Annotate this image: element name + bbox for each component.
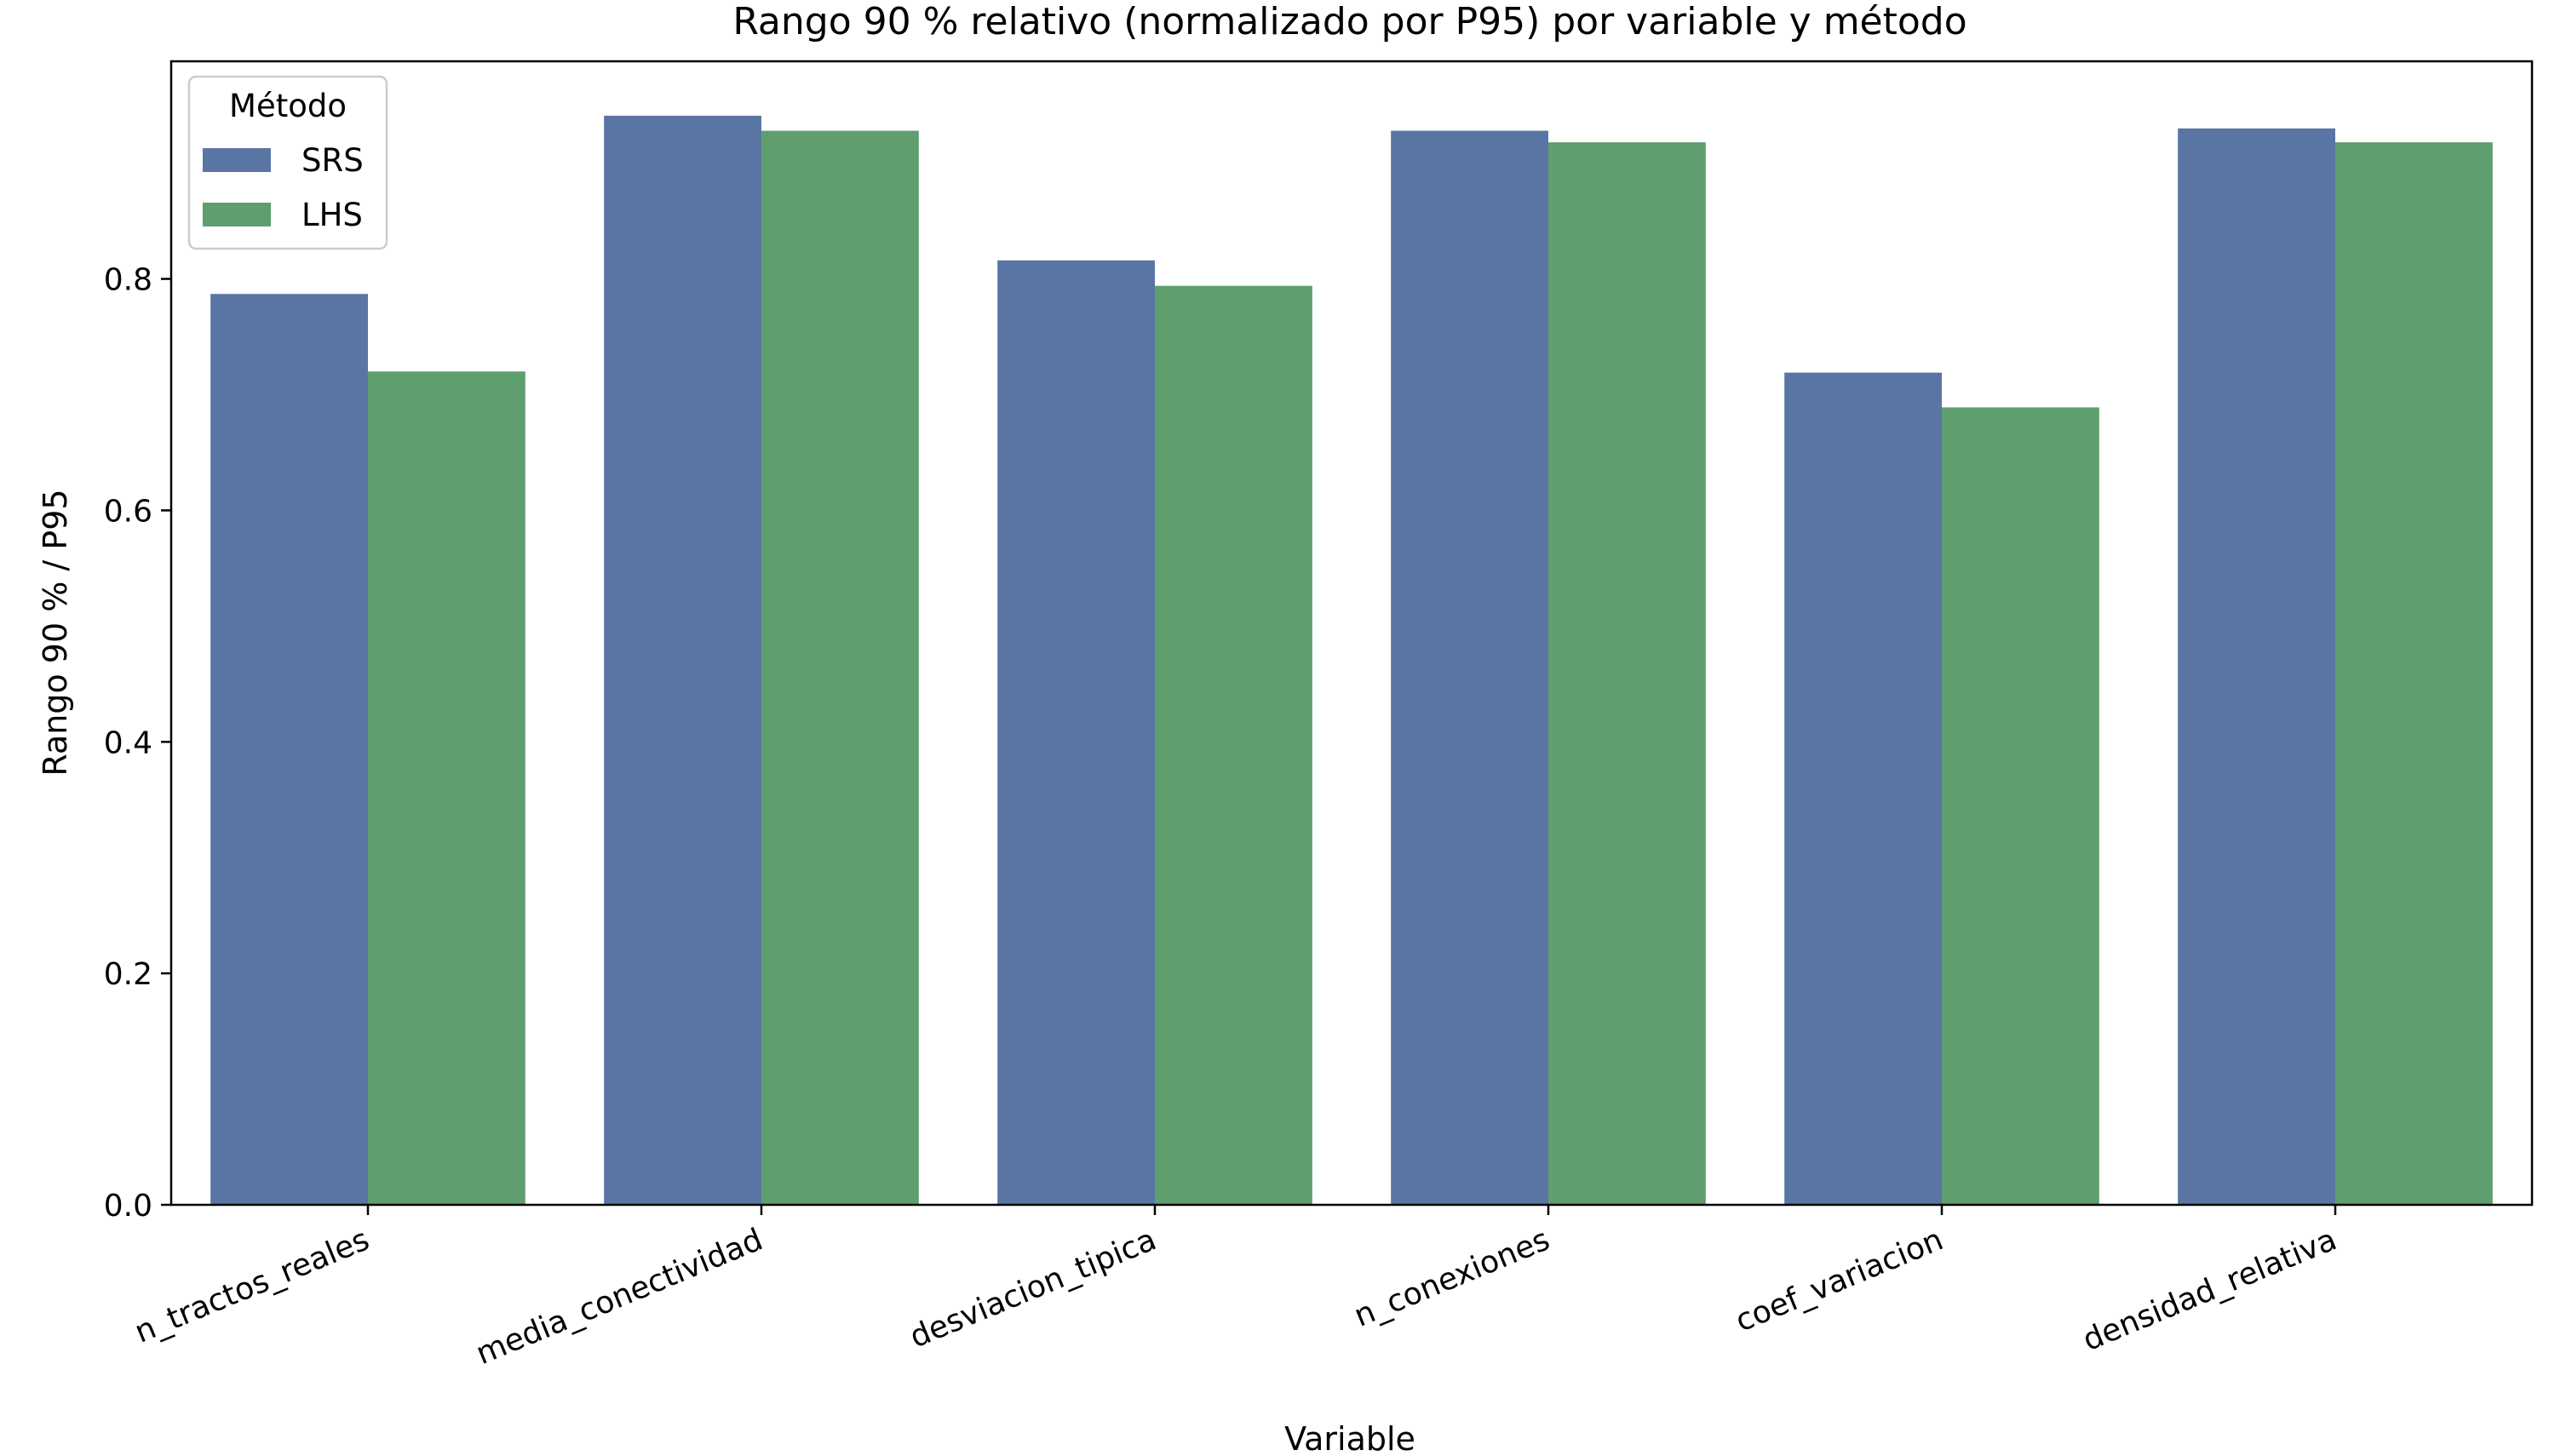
y-tick-label: 0.0 (104, 1189, 152, 1224)
bar-srs-media_conectividad (604, 115, 761, 1205)
bar-srs-n_conexiones (1391, 130, 1548, 1205)
legend-label-lhs: LHS (301, 197, 363, 233)
bar-lhs-n_tractos_reales (368, 371, 525, 1205)
x-tick-label: desviacion_tipica (905, 1222, 1162, 1355)
x-axis: n_tractos_reales media_conectividad desvia… (129, 1205, 2341, 1372)
bar-srs-densidad_relativa (2178, 128, 2335, 1205)
legend-swatch-lhs (203, 203, 271, 226)
bars-layer (210, 115, 2493, 1205)
x-tick-label: densidad_relativa (2078, 1222, 2342, 1358)
x-tick-label: media_conectividad (471, 1222, 767, 1372)
bar-lhs-media_conectividad (761, 130, 919, 1205)
bar-lhs-coef_variacion (1942, 407, 2099, 1205)
y-tick-label: 0.8 (104, 263, 152, 298)
x-tick-label: coef_variacion (1731, 1222, 1948, 1338)
x-tick-label: n_tractos_reales (129, 1222, 374, 1350)
bar-lhs-densidad_relativa (2335, 142, 2493, 1205)
y-tick-label: 0.6 (104, 494, 152, 529)
legend: Método SRS LHS (187, 75, 388, 250)
legend-label-srs: SRS (301, 142, 364, 179)
bar-lhs-n_conexiones (1548, 142, 1706, 1205)
y-tick-label: 0.2 (104, 957, 152, 992)
plot-frame (169, 60, 2534, 1207)
chart-title: Rango 90 % relativo (normalizado por P95… (732, 0, 1966, 43)
bar-srs-coef_variacion (1784, 372, 1942, 1205)
y-axis: 0.0 0.2 0.4 0.6 0.8 (104, 263, 171, 1224)
bar-lhs-desviacion_tipica (1155, 285, 1312, 1205)
x-tick-label: n_conexiones (1349, 1222, 1554, 1333)
bar-srs-desviacion_tipica (997, 260, 1155, 1205)
legend-swatch-srs (203, 148, 271, 172)
bar-srs-n_tractos_reales (210, 294, 368, 1205)
y-tick-label: 0.4 (104, 725, 152, 760)
y-axis-title: Rango 90 % / P95 (37, 489, 74, 776)
x-axis-title: Variable (1284, 1420, 1415, 1456)
legend-title: Método (229, 88, 347, 124)
